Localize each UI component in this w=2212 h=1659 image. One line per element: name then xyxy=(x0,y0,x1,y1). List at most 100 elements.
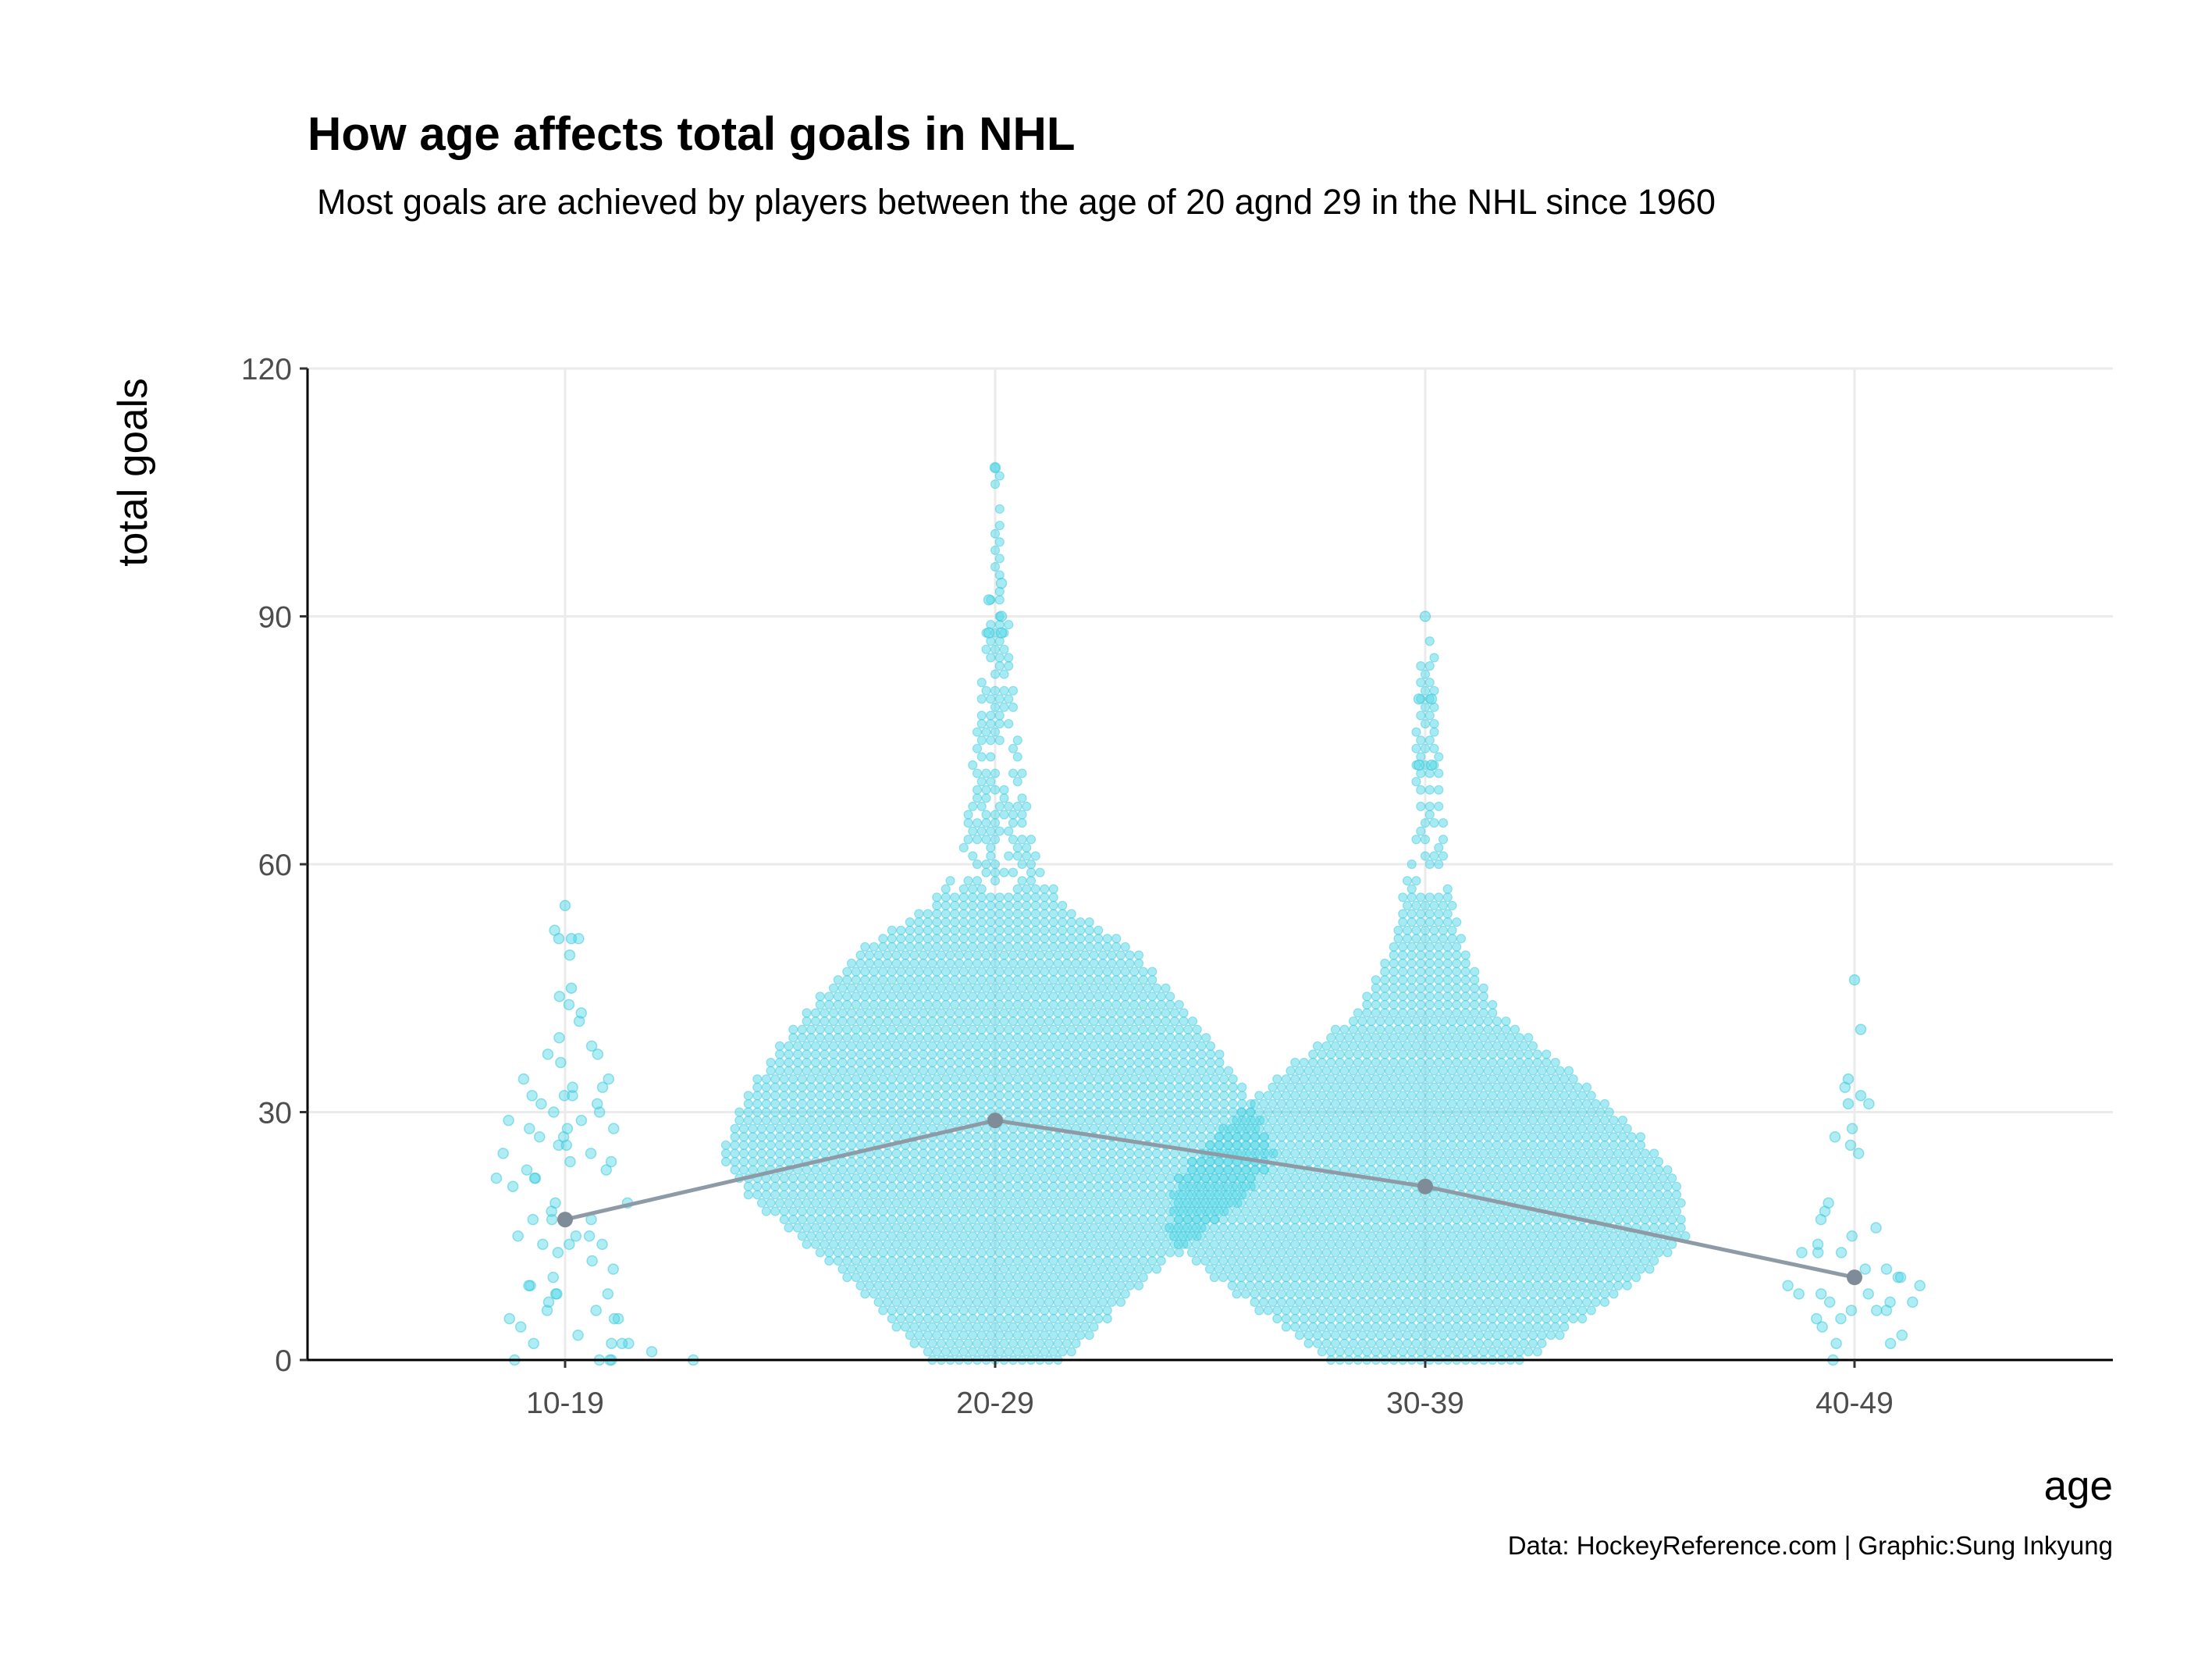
data-point xyxy=(914,1082,924,1092)
data-point xyxy=(1496,1057,1506,1068)
data-point xyxy=(1317,1255,1327,1266)
data-point xyxy=(1044,1223,1054,1233)
data-point xyxy=(802,1239,812,1249)
data-point xyxy=(1434,1173,1444,1184)
data-point xyxy=(1308,1239,1318,1249)
data-point xyxy=(1424,999,1435,1010)
data-point xyxy=(873,1016,884,1027)
data-point xyxy=(909,958,919,969)
data-point xyxy=(900,1223,911,1233)
data-point xyxy=(1030,1098,1040,1109)
data-point xyxy=(950,1091,960,1101)
y-tick-label: 60 xyxy=(258,849,292,882)
data-point xyxy=(851,1115,861,1126)
data-point xyxy=(1133,1123,1144,1134)
data-point xyxy=(1537,1132,1547,1142)
data-point xyxy=(1071,958,1081,969)
data-point xyxy=(986,909,996,919)
data-point xyxy=(1488,1223,1498,1233)
data-point xyxy=(788,1173,798,1184)
data-point xyxy=(994,975,1005,985)
data-point xyxy=(1429,727,1439,737)
data-point xyxy=(838,983,848,993)
data-point xyxy=(1030,1248,1040,1258)
data-point xyxy=(1460,1305,1471,1315)
data-point xyxy=(1294,1297,1305,1308)
data-point xyxy=(1066,1313,1076,1324)
data-point xyxy=(1161,1123,1171,1134)
data-point xyxy=(1420,1231,1431,1241)
data-point xyxy=(1501,1098,1511,1109)
data-point xyxy=(855,1223,866,1233)
data-point xyxy=(1488,1239,1498,1249)
data-point xyxy=(968,934,978,944)
data-point xyxy=(846,1016,857,1027)
data-point xyxy=(976,678,987,688)
data-point xyxy=(824,1024,834,1034)
data-point xyxy=(1398,1255,1408,1266)
data-point xyxy=(1456,1024,1467,1034)
data-point xyxy=(1044,1322,1054,1332)
data-point xyxy=(1357,1165,1367,1175)
data-point xyxy=(896,1190,906,1200)
data-point xyxy=(990,1338,1001,1348)
data-point xyxy=(963,983,973,993)
data-point xyxy=(1143,1239,1153,1249)
data-point xyxy=(958,1248,969,1258)
data-point xyxy=(1416,1091,1426,1101)
data-point xyxy=(1330,1297,1341,1308)
data-point xyxy=(600,1164,612,1176)
data-point xyxy=(968,1214,978,1225)
data-point xyxy=(797,1074,807,1084)
data-point xyxy=(833,1107,843,1117)
data-point xyxy=(968,909,978,919)
data-point xyxy=(1290,1313,1300,1324)
data-point xyxy=(570,1230,582,1242)
data-point xyxy=(1577,1273,1588,1283)
data-point xyxy=(1079,1156,1090,1167)
data-point xyxy=(887,1024,897,1034)
data-point xyxy=(1228,1074,1238,1084)
data-point xyxy=(873,1123,884,1134)
data-point xyxy=(1004,999,1014,1010)
data-point xyxy=(1035,1140,1045,1150)
data-point xyxy=(1563,1289,1574,1299)
data-point xyxy=(1613,1273,1623,1283)
data-point xyxy=(932,1330,942,1340)
data-point xyxy=(1276,1297,1287,1308)
data-point xyxy=(1335,1074,1345,1084)
data-point xyxy=(941,1173,951,1184)
data-point xyxy=(878,1305,888,1315)
data-point xyxy=(1344,1074,1354,1084)
data-point xyxy=(1084,1214,1094,1225)
data-point xyxy=(1022,925,1032,935)
data-point xyxy=(954,1049,965,1059)
data-point xyxy=(720,1156,731,1167)
data-point xyxy=(1044,1338,1054,1348)
data-point xyxy=(1044,1239,1054,1249)
data-point xyxy=(1303,1297,1314,1308)
data-point xyxy=(1308,1107,1318,1117)
data-point xyxy=(864,1198,875,1209)
data-point xyxy=(963,1322,973,1332)
data-point xyxy=(788,1115,798,1126)
data-point xyxy=(1896,1330,1908,1341)
data-point xyxy=(1429,1098,1439,1109)
data-point xyxy=(1263,1273,1273,1283)
data-point xyxy=(788,1181,798,1191)
data-point xyxy=(1555,1165,1565,1175)
data-point xyxy=(1519,1165,1529,1175)
data-point xyxy=(1510,1248,1520,1258)
data-point xyxy=(1812,1238,1824,1251)
data-point xyxy=(1227,1123,1237,1134)
data-point xyxy=(1532,1223,1542,1233)
data-point xyxy=(1398,967,1408,977)
data-point xyxy=(1532,1148,1542,1159)
data-point xyxy=(1161,983,1171,993)
data-point xyxy=(1676,1198,1686,1209)
data-point xyxy=(1111,1082,1122,1092)
data-point xyxy=(1438,1231,1449,1241)
data-point xyxy=(1258,1264,1269,1274)
data-point xyxy=(860,1074,870,1084)
data-point xyxy=(999,644,1009,654)
